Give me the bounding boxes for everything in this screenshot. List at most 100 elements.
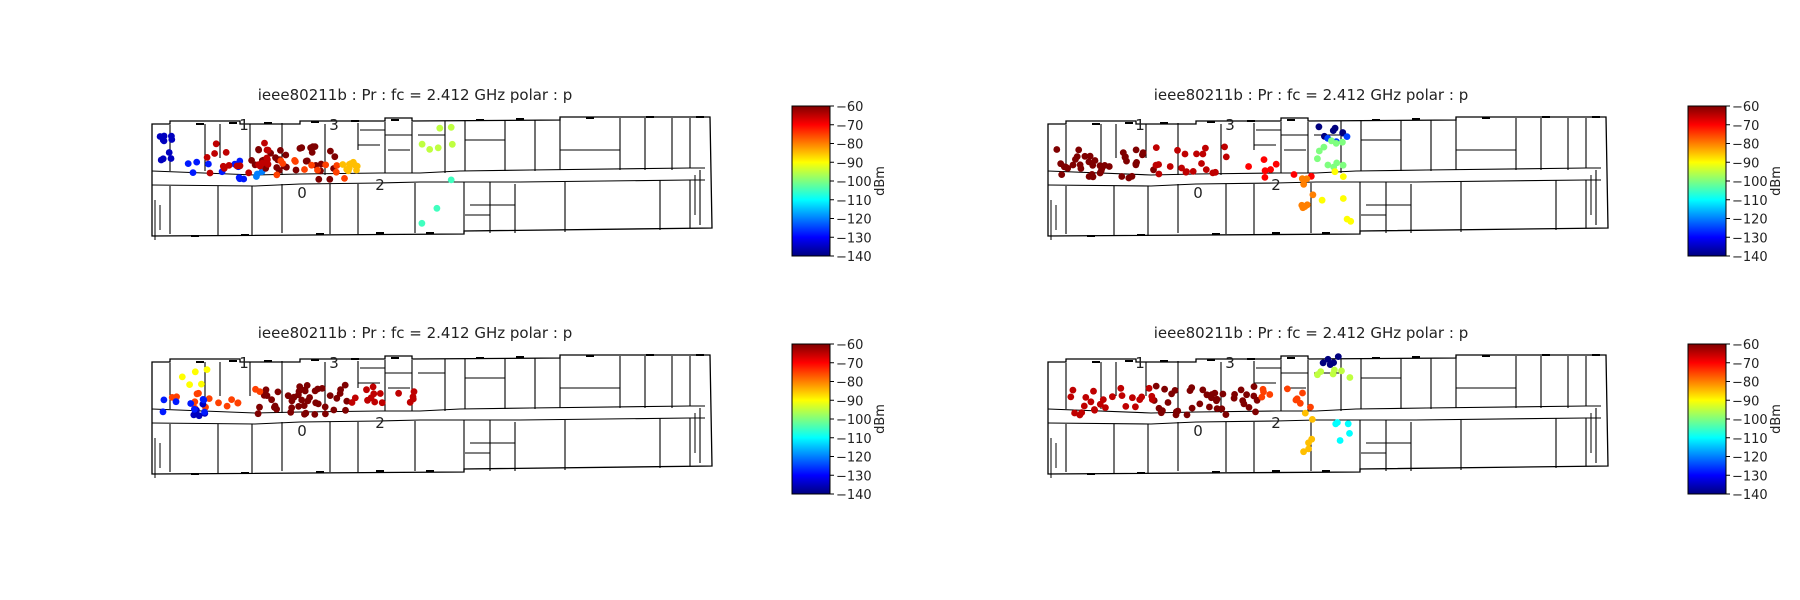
colorbar-tick-label: −70 xyxy=(836,357,863,372)
scatter-point xyxy=(1148,396,1156,403)
chart-panel: ieee80211b : Pr : fc = 2.412 GHz polar :… xyxy=(1047,324,1784,503)
scatter-point xyxy=(1331,366,1338,374)
scatter-point xyxy=(1069,386,1077,394)
scatter-point xyxy=(1186,387,1194,394)
scatter-point xyxy=(1258,393,1266,401)
scatter-point xyxy=(1320,143,1328,151)
access-point-label-2: 2 xyxy=(375,176,385,194)
colorbar-label: dBm xyxy=(873,404,888,434)
scatter-point xyxy=(1183,411,1191,419)
colorbar-tick-label: −120 xyxy=(1732,451,1768,466)
scatter-point xyxy=(1315,123,1323,131)
scatter-point xyxy=(1324,161,1332,169)
corridor-wall xyxy=(151,417,705,425)
scatter-point xyxy=(1213,395,1221,403)
colorbar-tick-label: −120 xyxy=(836,213,872,228)
scatter-point xyxy=(418,140,426,148)
scatter-point xyxy=(219,162,227,170)
scatter-point xyxy=(1309,191,1317,199)
access-point-label-1: 1 xyxy=(1135,116,1145,134)
colorbar-tick-label: −110 xyxy=(836,432,872,447)
scatter-point xyxy=(1174,146,1181,154)
scatter-point xyxy=(1240,400,1248,408)
scatter-point xyxy=(331,153,339,161)
scatter-point xyxy=(212,140,220,148)
scatter-point xyxy=(282,151,290,159)
colorbar-tick-label: −110 xyxy=(836,194,872,209)
scatter-point xyxy=(1231,391,1238,398)
colorbar-label: dBm xyxy=(873,166,888,196)
scatter-point xyxy=(333,162,341,169)
scatter-point xyxy=(312,399,320,407)
colorbar-tick-label: −140 xyxy=(1732,488,1768,503)
scatter-point xyxy=(1290,171,1298,178)
colorbar-tick-label: −110 xyxy=(1732,432,1768,447)
scatter-point xyxy=(1090,387,1097,395)
corridor-wall xyxy=(1047,179,1601,187)
scatter-point xyxy=(264,156,271,164)
access-point-label-1: 1 xyxy=(239,354,249,372)
scatter-point xyxy=(225,162,233,169)
scatter-point xyxy=(376,390,384,397)
scatter-point xyxy=(1198,160,1205,167)
scatter-point xyxy=(284,392,292,400)
scatter-point xyxy=(189,169,197,177)
scatter-point xyxy=(1301,409,1309,417)
colorbar-label: dBm xyxy=(1769,404,1784,434)
corridor-wall xyxy=(151,167,705,176)
chart-panel: ieee80211b : Pr : fc = 2.412 GHz polar :… xyxy=(151,86,888,265)
scatter-point xyxy=(1272,160,1280,168)
scatter-point xyxy=(1136,396,1144,403)
scatter-point xyxy=(279,160,287,167)
scatter-point xyxy=(1292,396,1300,404)
colorbar-tick-label: −80 xyxy=(836,376,863,391)
scatter-point xyxy=(268,396,275,404)
scatter-point xyxy=(1196,400,1204,408)
scatter-point xyxy=(1218,405,1226,413)
colorbar-tick-label: −140 xyxy=(836,488,872,503)
scatter-point xyxy=(193,390,201,398)
scatter-point xyxy=(1338,367,1345,375)
scatter-point xyxy=(261,139,268,147)
scatter-point xyxy=(168,136,176,143)
colorbar-tick-label: −80 xyxy=(1732,138,1759,153)
scatter-point xyxy=(1260,156,1268,164)
colorbar-tick-label: −60 xyxy=(1732,100,1759,115)
scatter-point xyxy=(410,388,418,396)
scatter-point xyxy=(1267,166,1274,173)
scatter-point xyxy=(1305,439,1312,447)
scatter-point xyxy=(1339,161,1347,169)
corridor-wall xyxy=(1047,167,1601,176)
scatter-point xyxy=(215,399,222,407)
scatter-point xyxy=(314,166,321,174)
scatter-point xyxy=(198,380,205,388)
colorbar-tick-label: −90 xyxy=(836,156,863,171)
scatter-point xyxy=(302,409,310,417)
colorbar-tick-label: −120 xyxy=(836,451,872,466)
scatter-point xyxy=(1252,408,1259,416)
scatter-point xyxy=(300,402,308,409)
access-point-label-3: 3 xyxy=(329,116,339,134)
chart-title: ieee80211b : Pr : fc = 2.412 GHz polar :… xyxy=(258,324,572,342)
scatter-point xyxy=(333,394,341,402)
scatter-point xyxy=(206,169,214,177)
scatter-point xyxy=(1064,164,1072,172)
scatter-point xyxy=(223,402,231,410)
colorbar xyxy=(1687,343,1727,495)
scatter-point xyxy=(1081,152,1089,160)
colorbar-tick-label: −70 xyxy=(1732,119,1759,134)
scatter-point xyxy=(1080,402,1088,410)
scatter-point xyxy=(447,123,455,131)
scatter-point xyxy=(1346,430,1353,437)
scatter-point xyxy=(1089,173,1097,181)
scatter-point xyxy=(1122,403,1130,410)
colorbar-tick-label: −140 xyxy=(1732,250,1768,265)
access-point-label-0: 0 xyxy=(297,422,307,440)
scatter-point xyxy=(367,394,375,402)
access-point-label-0: 0 xyxy=(297,184,307,202)
scatter-point xyxy=(1161,385,1168,393)
scatter-point xyxy=(1067,393,1075,401)
scatter-point xyxy=(1139,151,1146,159)
scatter-point xyxy=(1155,161,1162,168)
